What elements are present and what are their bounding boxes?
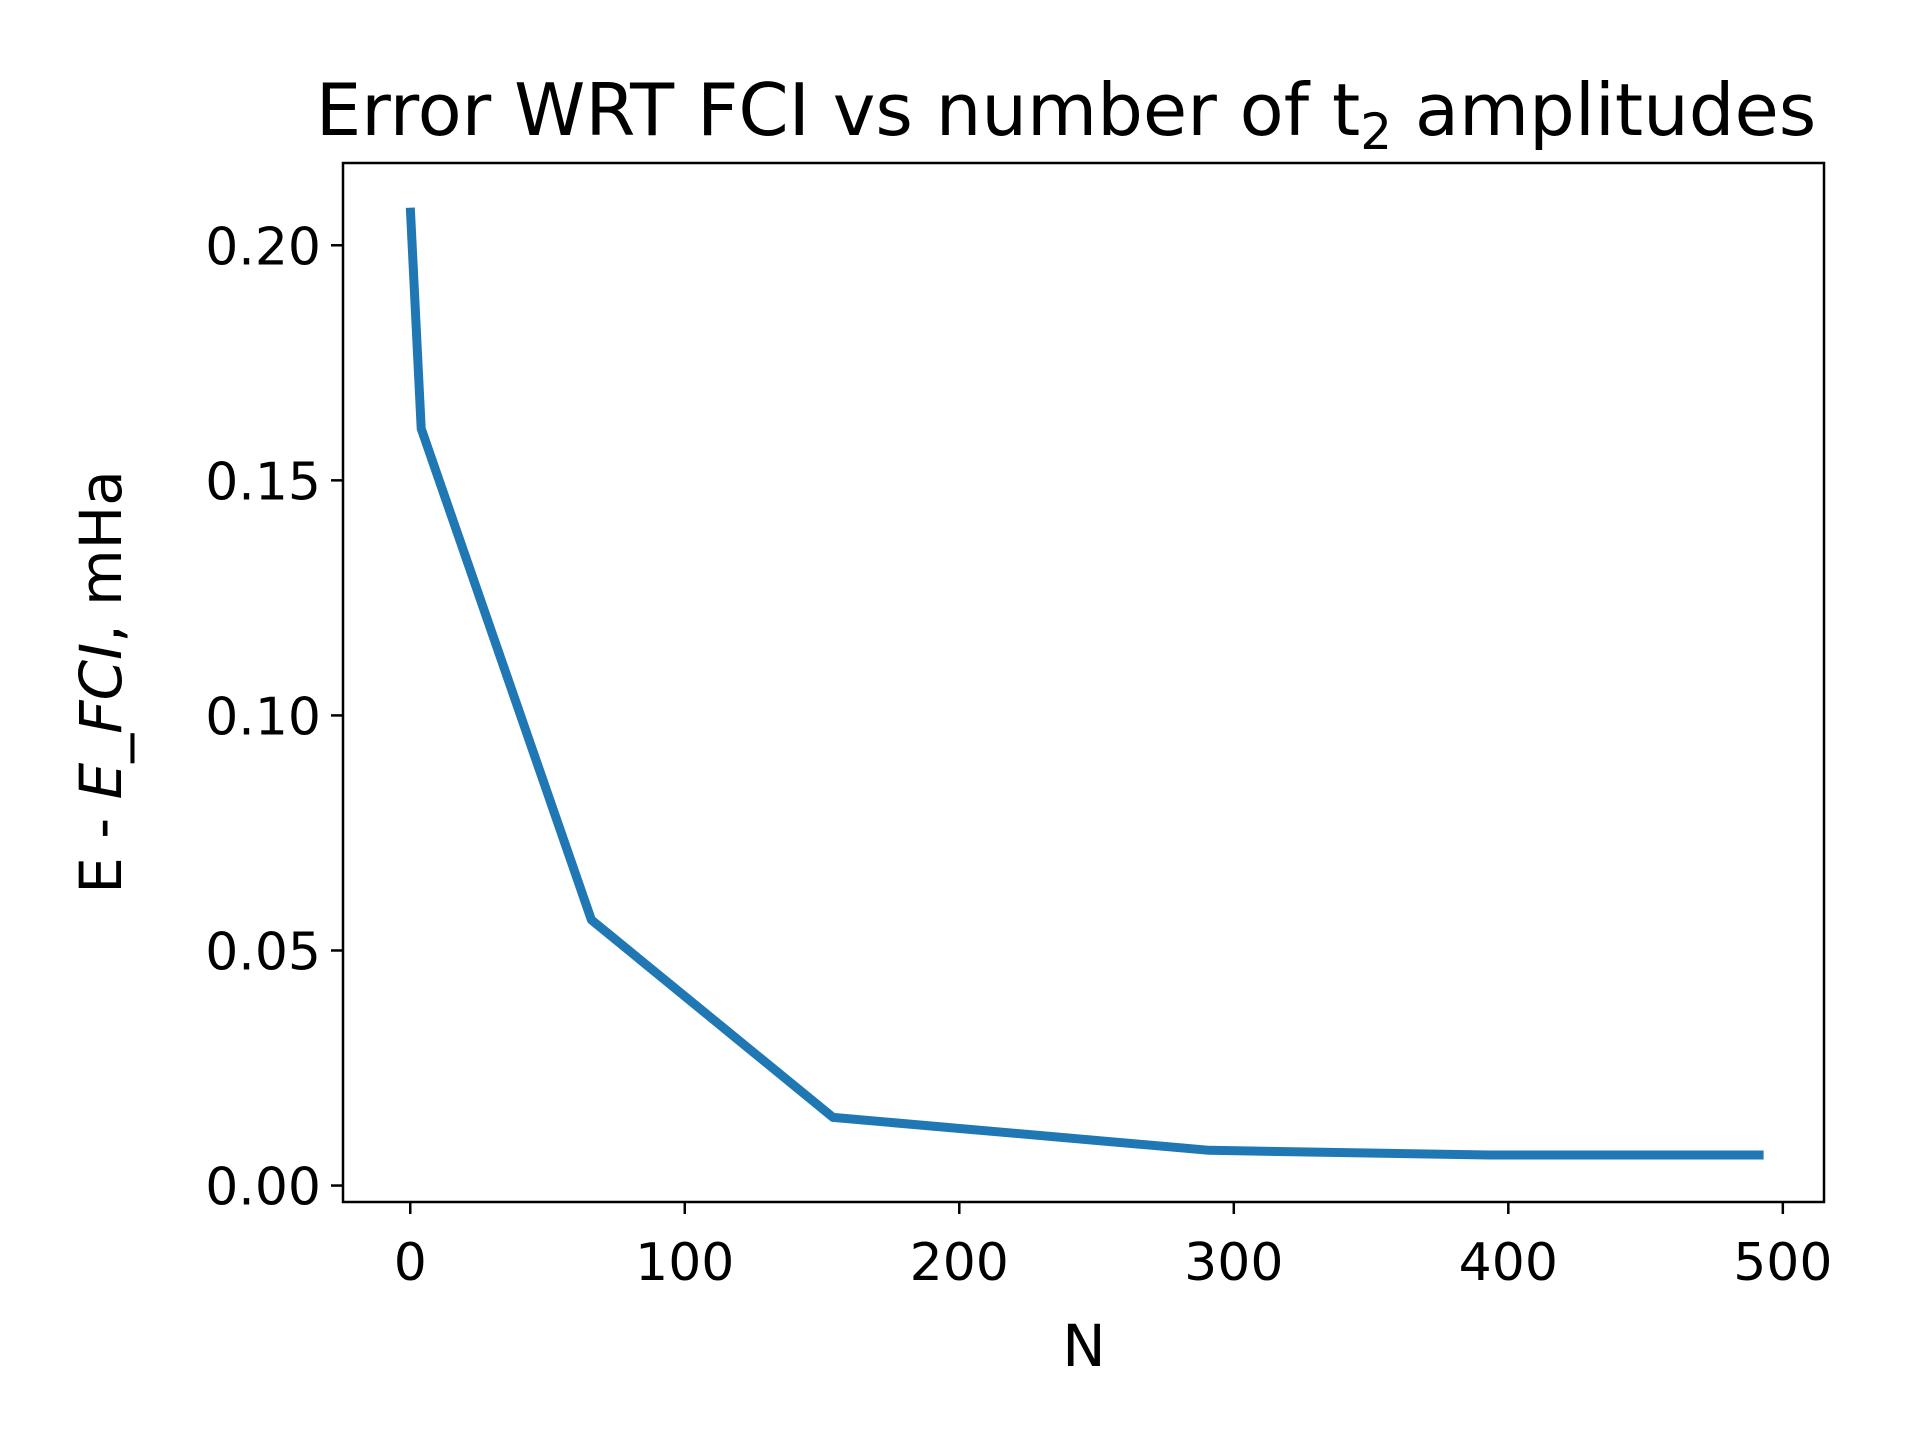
- y-axis-ticks: 0.00 0.05 0.10 0.15 0.20: [205, 217, 343, 1218]
- x-axis-label: N: [1062, 1312, 1105, 1380]
- x-tick-label: 400: [1459, 1233, 1558, 1293]
- y-axis-label-italic: E_FCI: [67, 643, 135, 800]
- chart-title-main: Error WRT FCI vs number of t: [316, 68, 1360, 152]
- chart-title-suffix: amplitudes: [1392, 68, 1816, 152]
- y-axis-label-prefix: E -: [67, 799, 135, 893]
- x-tick-label: 300: [1184, 1233, 1283, 1293]
- x-tick-label: 100: [635, 1233, 734, 1293]
- chart-title: Error WRT FCI vs number of t2 amplitudes: [316, 68, 1817, 161]
- x-tick-label: 0: [394, 1233, 427, 1293]
- y-tick-label: 0.15: [205, 452, 321, 512]
- x-tick-label: 500: [1733, 1233, 1832, 1293]
- chart-title-subscript: 2: [1360, 103, 1392, 161]
- y-tick-label: 0.05: [205, 922, 321, 982]
- x-tick-label: 200: [910, 1233, 1009, 1293]
- series-line: [405, 207, 1764, 1160]
- y-tick-label: 0.00: [205, 1158, 321, 1218]
- x-axis-ticks: 0 100 200 300 400 500: [394, 1202, 1832, 1293]
- y-tick-label: 0.10: [205, 687, 321, 747]
- y-tick-label: 0.20: [205, 217, 321, 277]
- y-axis-label-suffix: , mHa: [67, 470, 135, 643]
- plot-frame: [341, 161, 1826, 1204]
- y-axis-label: E - E_FCI, mHa: [67, 470, 135, 894]
